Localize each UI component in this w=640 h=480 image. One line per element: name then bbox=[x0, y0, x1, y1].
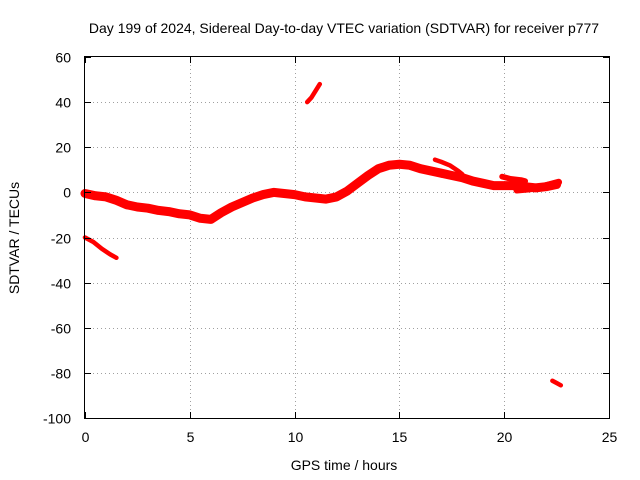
axis-ticks: 0 5 10 15 20 25 60 40 20 0 -20 -40 -60 -80 -100 bbox=[43, 50, 618, 446]
x-tick-label: 15 bbox=[392, 429, 408, 445]
y-tick-label: -40 bbox=[51, 276, 71, 292]
series-segment-low bbox=[550, 378, 564, 388]
series-segment-17 bbox=[432, 157, 465, 177]
plot-frame bbox=[84, 56, 610, 419]
x-tick-label: 10 bbox=[288, 429, 304, 445]
x-tick-label: 25 bbox=[602, 429, 618, 445]
series-segment-20-21 bbox=[499, 173, 529, 184]
y-tick-label: -100 bbox=[43, 411, 71, 427]
y-tick-label: -80 bbox=[51, 366, 71, 382]
series-main-band bbox=[80, 159, 562, 224]
y-tick-label: 40 bbox=[55, 95, 71, 111]
x-axis-label: GPS time / hours bbox=[291, 457, 398, 473]
y-tick-label: 60 bbox=[55, 50, 71, 66]
y-tick-label: -20 bbox=[51, 231, 71, 247]
series-segment-early bbox=[82, 235, 119, 261]
x-tick-label: 5 bbox=[187, 429, 195, 445]
x-tick-label: 20 bbox=[497, 429, 513, 445]
data-series bbox=[80, 81, 564, 388]
series-segment-high bbox=[304, 81, 323, 105]
series-segment-22 bbox=[513, 178, 563, 194]
y-tick-label: -60 bbox=[51, 321, 71, 337]
chart-title: Day 199 of 2024, Sidereal Day-to-day VTE… bbox=[89, 20, 599, 36]
y-tick-label: 20 bbox=[55, 140, 71, 156]
y-tick-label: 0 bbox=[63, 185, 71, 201]
grid-lines bbox=[85, 57, 609, 418]
x-tick-label: 0 bbox=[82, 429, 90, 445]
y-axis-label: SDTVAR / TECUs bbox=[6, 182, 22, 294]
series-segment-15-17 bbox=[406, 163, 445, 178]
